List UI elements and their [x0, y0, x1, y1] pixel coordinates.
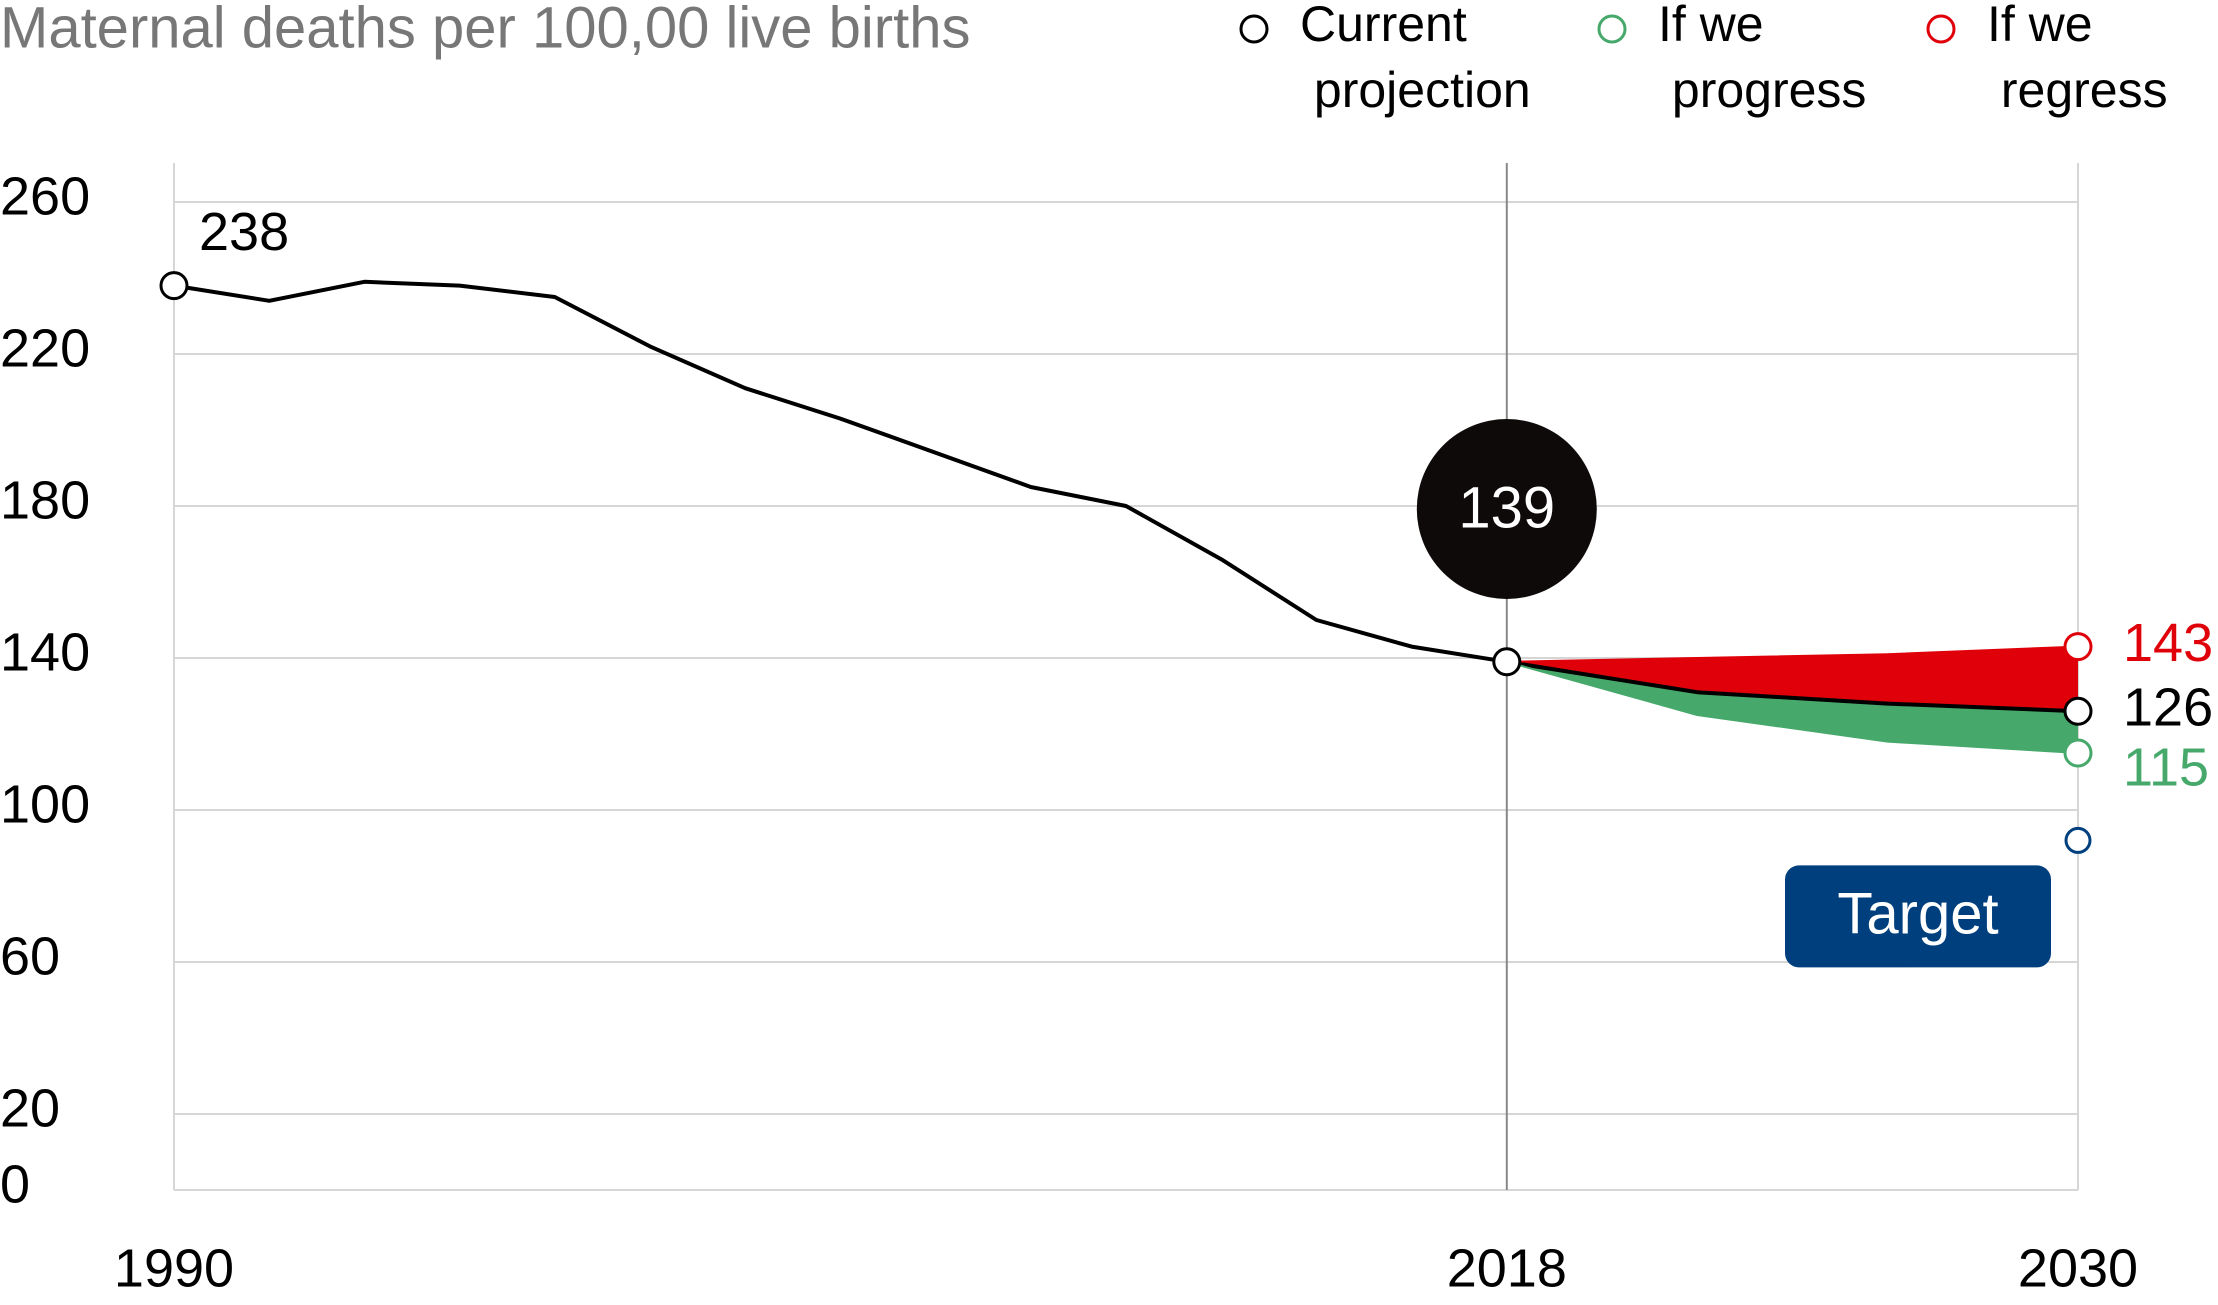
- line: [173, 279, 2079, 714]
- point: [1492, 647, 1522, 677]
- target-box: [1785, 865, 2051, 968]
- y-tick-label: 0: [0, 1154, 30, 1214]
- y-tick-label: 100: [0, 774, 90, 834]
- line: [1506, 660, 2079, 754]
- end-point: [2063, 632, 2093, 662]
- y-tick-label: 140: [0, 622, 90, 682]
- line: [1506, 645, 2079, 663]
- target-label: Target: [1837, 882, 1998, 947]
- value-label: 139: [1458, 475, 1555, 540]
- x-tick-label: 2018: [1447, 1238, 1567, 1298]
- value-label: 126: [2123, 677, 2213, 737]
- value-label: 238: [199, 202, 289, 262]
- legend-label: Current projection: [1300, 0, 1531, 118]
- value-bubble: [1416, 419, 1597, 599]
- target-point: [2064, 826, 2092, 854]
- value-label: 143: [2123, 613, 2213, 673]
- y-tick-label: 20: [0, 1078, 60, 1138]
- x-tick-label: 1990: [114, 1238, 234, 1298]
- point: [159, 271, 189, 301]
- y-tick-label: 220: [0, 318, 90, 378]
- chart-title: Maternal deaths per 100,00 live births: [0, 0, 970, 60]
- y-tick-label: 60: [0, 926, 60, 986]
- y-tick-label: 180: [0, 470, 90, 530]
- value-label: 115: [2123, 737, 2209, 797]
- legend-marker: [1239, 14, 1269, 44]
- legend-label: If we progress: [1658, 0, 1866, 118]
- x-tick-label: 2030: [2018, 1238, 2138, 1298]
- end-point: [2063, 696, 2093, 726]
- progress-band: [1506, 661, 2078, 753]
- end-point: [2063, 738, 2093, 768]
- legend-marker: [1597, 14, 1627, 44]
- regress-band: [1506, 646, 2078, 712]
- y-tick-label: 260: [0, 166, 90, 226]
- legend-label: If we regress: [1987, 0, 2168, 118]
- legend-marker: [1926, 14, 1956, 44]
